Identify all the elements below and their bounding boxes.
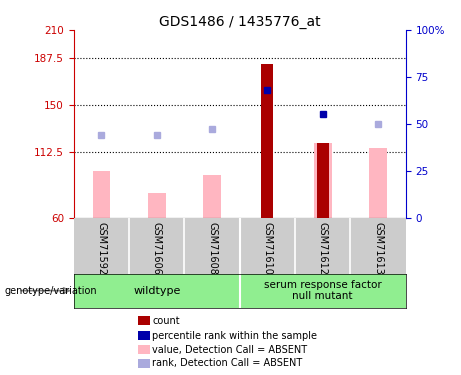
Bar bbox=[317, 142, 329, 218]
Text: GSM71592: GSM71592 bbox=[96, 222, 106, 275]
Text: wildtype: wildtype bbox=[133, 286, 180, 296]
Text: percentile rank within the sample: percentile rank within the sample bbox=[152, 331, 317, 340]
Text: value, Detection Call = ABSENT: value, Detection Call = ABSENT bbox=[152, 345, 307, 354]
Bar bbox=[203, 175, 221, 217]
Text: genotype/variation: genotype/variation bbox=[5, 286, 97, 296]
Bar bbox=[148, 192, 165, 217]
Bar bbox=[93, 171, 110, 217]
Bar bbox=[314, 142, 331, 218]
Bar bbox=[261, 64, 273, 217]
Title: GDS1486 / 1435776_at: GDS1486 / 1435776_at bbox=[159, 15, 320, 29]
Text: GSM71612: GSM71612 bbox=[318, 222, 328, 275]
Text: count: count bbox=[152, 316, 180, 326]
Text: rank, Detection Call = ABSENT: rank, Detection Call = ABSENT bbox=[152, 358, 302, 368]
Text: GSM71610: GSM71610 bbox=[262, 222, 272, 275]
Text: GSM71613: GSM71613 bbox=[373, 222, 383, 275]
Text: GSM71608: GSM71608 bbox=[207, 222, 217, 275]
Bar bbox=[369, 147, 387, 218]
Text: serum response factor
null mutant: serum response factor null mutant bbox=[264, 280, 382, 302]
Text: GSM71606: GSM71606 bbox=[152, 222, 162, 275]
